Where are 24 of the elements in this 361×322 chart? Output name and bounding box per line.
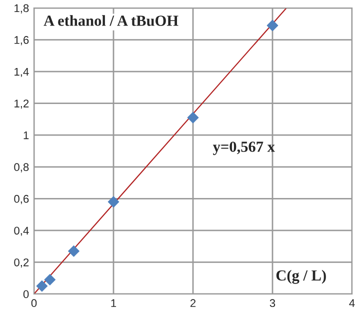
point	[187, 112, 199, 124]
y-tick-label: 0,4	[14, 226, 29, 236]
point	[44, 274, 56, 286]
point	[68, 245, 80, 257]
y-tick-label: 1	[24, 131, 29, 140]
y-tick-label: 1,4	[14, 68, 29, 78]
x-tick-label: 4	[349, 299, 355, 307]
y-tick-label: 0,8	[14, 163, 29, 172]
x-tick-label: 2	[190, 299, 196, 307]
x-tick-label: 1	[111, 299, 116, 307]
x-tick-label: 3	[270, 299, 276, 308]
y-tick-label: 1,8	[14, 4, 29, 14]
point	[36, 280, 48, 292]
annotation: y=0,567 x	[212, 142, 275, 156]
y-tick-label: 0,6	[14, 194, 29, 204]
y-tick-label: 1,6	[14, 36, 29, 46]
y-tick-label: 0	[23, 290, 29, 298]
y-tick-label: 0,2	[14, 258, 29, 268]
y-tick-label: 1,2	[14, 100, 29, 109]
x-axis-title: C(g / L)	[276, 270, 326, 284]
point	[266, 20, 278, 32]
x-tick-label: 0	[31, 299, 37, 308]
y-axis-title: A ethanol / A tBuOH	[44, 15, 178, 26]
point	[108, 196, 120, 208]
